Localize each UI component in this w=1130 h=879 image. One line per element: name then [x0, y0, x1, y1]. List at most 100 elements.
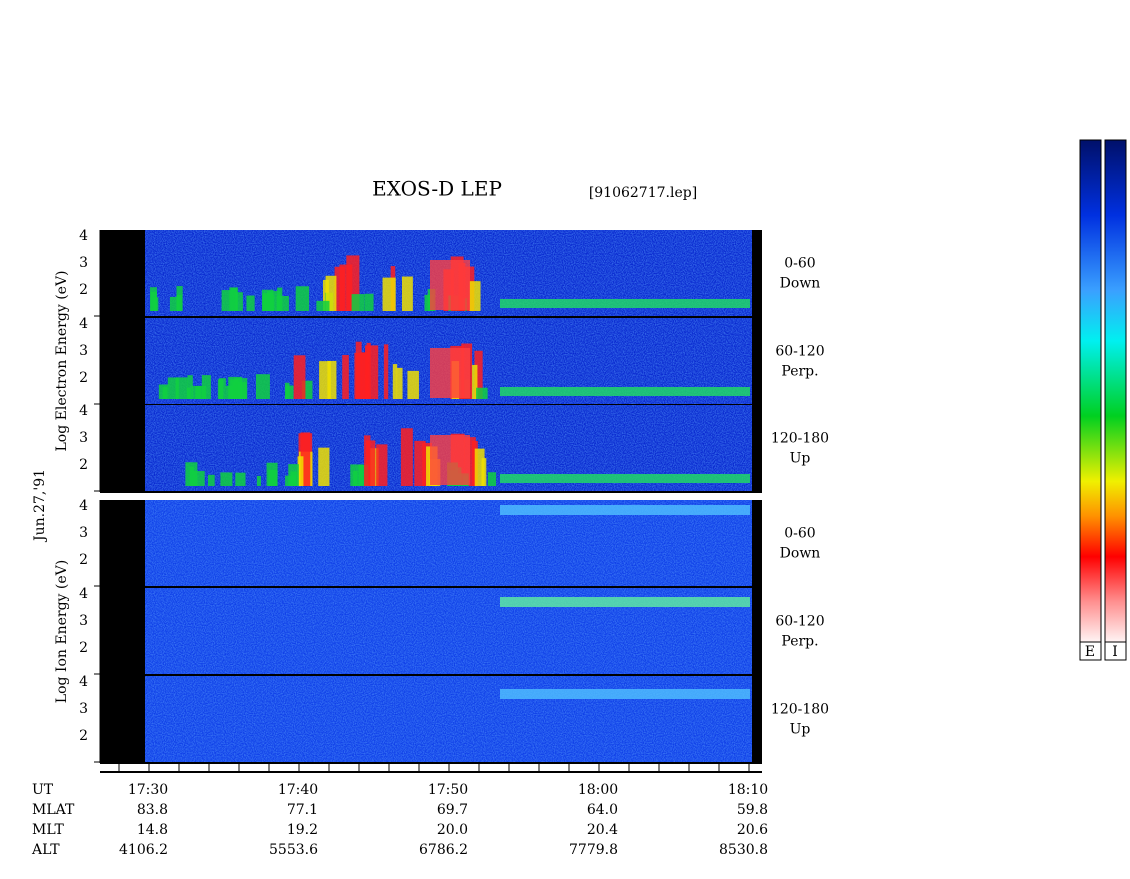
row-value: 17:50 [428, 782, 468, 798]
spectrogram-burst [414, 440, 426, 486]
panel-angle: 0-60 [784, 526, 815, 542]
row-value: 14.8 [137, 822, 168, 838]
row-value: 4106.2 [119, 842, 168, 858]
colorbar-box [1104, 641, 1127, 661]
row-value: 77.1 [287, 802, 318, 818]
y-tick-label: 3 [79, 613, 88, 629]
panel-angle: 120-180 [771, 431, 829, 447]
spectrogram-burst [325, 275, 337, 311]
panel-angle: 0-60 [784, 256, 815, 272]
spectrogram-burst [186, 387, 191, 399]
spectrogram-burst [430, 435, 470, 485]
spectrogram-burst [189, 466, 194, 486]
spectrogram-burst [353, 470, 358, 486]
row-label: UT [32, 782, 54, 798]
colorbars: E I [1079, 139, 1127, 661]
spectrogram-burst [327, 360, 337, 399]
row-value: 83.8 [137, 802, 168, 818]
y-tick-label: 2 [79, 370, 88, 386]
row-value: 19.2 [287, 822, 318, 838]
spectrogram-burst [364, 435, 371, 486]
spectrogram-burst [316, 300, 330, 311]
row-label: MLT [32, 822, 64, 838]
y-tick-label: 2 [79, 457, 88, 473]
y-tick-label: 3 [79, 255, 88, 271]
spectrogram-burst [162, 386, 168, 399]
colorbar-box [1079, 641, 1102, 661]
spectrogram-burst [474, 350, 483, 399]
y-tick-label: 3 [79, 525, 88, 541]
colorbar-label: E [1085, 644, 1095, 660]
spectrogram-burst [255, 374, 270, 399]
spectrogram-burst [469, 281, 481, 311]
y-tick-label: 4 [79, 316, 88, 332]
spectrogram-burst [464, 437, 476, 486]
y-tick-label: 4 [79, 498, 88, 514]
spectrogram-burst [430, 260, 470, 310]
spectrogram-burst [176, 286, 183, 311]
spectrogram-band [500, 689, 750, 699]
spectrogram-burst [365, 345, 379, 399]
spectrogram-burst [235, 292, 243, 311]
spectrogram-band [500, 597, 750, 607]
row-value: 64.0 [587, 802, 618, 818]
spectrogram-burst [277, 287, 283, 311]
spectrogram-burst [175, 377, 188, 399]
spectrogram-band [500, 474, 750, 483]
spectrogram-burst [256, 475, 261, 486]
data-gap-right [752, 230, 762, 492]
spectrogram-burst [400, 428, 413, 486]
spectrogram-burst [246, 295, 255, 311]
spectrogram-burst [221, 290, 231, 311]
spectrogram-burst [424, 294, 434, 311]
spectrogram-burst [471, 364, 478, 399]
row-label: ALT [31, 842, 60, 858]
spectrogram-burst [293, 355, 306, 399]
spectrogram-burst [396, 367, 403, 399]
panel-direction: Down [780, 276, 821, 292]
spectrogram-burst [430, 348, 470, 398]
spectrogram-burst [297, 456, 304, 486]
spectrogram-burst [191, 385, 202, 399]
row-value: 20.4 [587, 822, 618, 838]
panel-direction: Perp. [781, 634, 818, 650]
data-gap-right [752, 500, 762, 763]
row-value: 18:10 [728, 782, 768, 798]
spectrogram-burst [376, 444, 388, 486]
spectrogram-burst [228, 376, 242, 399]
panel-direction: Up [790, 451, 811, 467]
spectrogram-burst [407, 370, 419, 399]
row-label: MLAT [32, 802, 75, 818]
colorbar [1079, 139, 1102, 643]
panel-angle: 120-180 [771, 702, 829, 718]
spectrogram-burst [235, 472, 246, 486]
panel-direction: Perp. [781, 364, 818, 380]
y-tick-label: 4 [79, 674, 88, 690]
spectrogram-burst [401, 276, 413, 311]
title: EXOS-D LEP [372, 177, 502, 201]
panel-angle: 60-120 [775, 614, 824, 630]
spectrogram-burst [262, 295, 275, 311]
row-value: 18:00 [578, 782, 618, 798]
spectrogram-burst [319, 361, 331, 399]
y-tick-label: 4 [79, 586, 88, 602]
spectrogram-burst [284, 382, 290, 399]
spectrogram-burst [382, 277, 396, 311]
data-gap-left [100, 500, 145, 763]
spectrogram-burst [301, 380, 313, 399]
colorbar-label: I [1112, 644, 1118, 660]
spectrogram-burst [487, 472, 497, 486]
spectrogram-burst [355, 341, 362, 399]
y-tick-label: 2 [79, 728, 88, 744]
y-tick-label: 2 [79, 552, 88, 568]
spectrogram-burst [218, 378, 226, 399]
spectrogram-burst [207, 474, 215, 486]
y-tick-label: 4 [79, 228, 88, 244]
spectrogram-burst [300, 432, 311, 486]
spectrogram-burst [365, 293, 374, 311]
spectrogram-burst [288, 464, 299, 486]
panel-direction: Up [790, 722, 811, 738]
spectrogram-burst [295, 286, 310, 311]
spectrogram-burst [365, 440, 376, 486]
axis-label: Log Electron Energy (eV) [54, 270, 70, 451]
